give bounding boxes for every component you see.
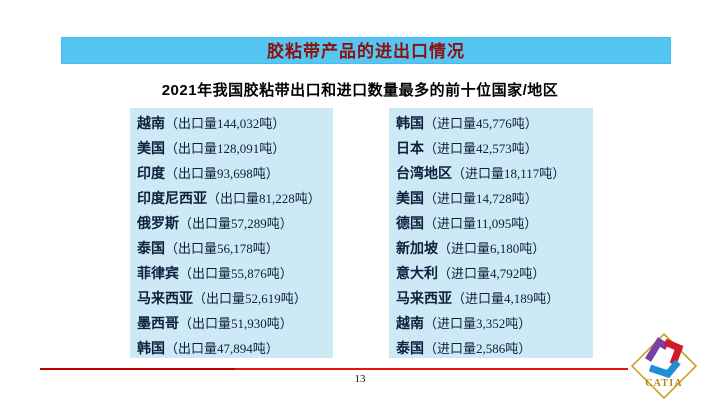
- catia-logo-label: CATIA: [645, 378, 682, 389]
- country-name: 印度尼西亚: [137, 190, 207, 206]
- country-name: 美国: [396, 190, 424, 206]
- country-detail: （出口量47,894吨）: [165, 341, 279, 356]
- country-detail: （进口量4,189吨）: [452, 291, 560, 306]
- list-item: 俄罗斯（出口量57,289吨）: [137, 211, 329, 236]
- list-item: 马来西亚（出口量52,619吨）: [137, 286, 329, 311]
- country-name: 美国: [137, 140, 165, 156]
- country-name: 德国: [396, 215, 424, 231]
- country-name: 马来西亚: [396, 290, 452, 306]
- catia-logo-icon: CATIA: [628, 331, 700, 401]
- country-detail: （进口量3,352吨）: [424, 316, 532, 331]
- country-name: 墨西哥: [137, 315, 179, 331]
- export-list-box: 越南（出口量144,032吨） 美国（出口量128,091吨） 印度（出口量93…: [130, 108, 333, 358]
- country-name: 新加坡: [396, 240, 438, 256]
- country-name: 越南: [396, 315, 424, 331]
- country-detail: （出口量55,876吨）: [179, 266, 293, 281]
- country-name: 俄罗斯: [137, 215, 179, 231]
- country-detail: （出口量56,178吨）: [165, 241, 279, 256]
- list-item: 意大利（进口量4,792吨）: [396, 261, 589, 286]
- list-item: 美国（出口量128,091吨）: [137, 136, 329, 161]
- list-item: 印度尼西亚（出口量81,228吨）: [137, 186, 329, 211]
- country-detail: （进口量42,573吨）: [424, 141, 538, 156]
- list-item: 德国（进口量11,095吨）: [396, 211, 589, 236]
- country-name: 马来西亚: [137, 290, 193, 306]
- page-number: 13: [354, 373, 366, 385]
- import-list-box: 韩国（进口量45,776吨） 日本（进口量42,573吨） 台湾地区（进口量18…: [389, 108, 593, 358]
- list-item: 泰国（进口量2,586吨）: [396, 336, 589, 361]
- list-item: 越南（进口量3,352吨）: [396, 311, 589, 336]
- country-name: 台湾地区: [396, 165, 452, 181]
- country-detail: （进口量14,728吨）: [424, 191, 538, 206]
- footer-divider-line-dark-segment: [40, 368, 235, 370]
- slide-title: 胶粘带产品的进出口情况: [267, 41, 465, 61]
- country-name: 意大利: [396, 265, 438, 281]
- country-name: 韩国: [137, 340, 165, 356]
- list-item: 马来西亚（进口量4,189吨）: [396, 286, 589, 311]
- country-detail: （出口量93,698吨）: [165, 166, 279, 181]
- slide-subtitle: 2021年我国胶粘带出口和进口数量最多的前十位国家/地区: [161, 82, 559, 99]
- country-name: 泰国: [396, 340, 424, 356]
- country-name: 泰国: [137, 240, 165, 256]
- list-item: 墨西哥（出口量51,930吨）: [137, 311, 329, 336]
- list-item: 日本（进口量42,573吨）: [396, 136, 589, 161]
- country-name: 菲律宾: [137, 265, 179, 281]
- country-detail: （出口量128,091吨）: [165, 141, 286, 156]
- country-detail: （出口量144,032吨）: [165, 116, 286, 131]
- country-name: 韩国: [396, 115, 424, 131]
- country-detail: （进口量2,586吨）: [424, 341, 532, 356]
- country-detail: （进口量4,792吨）: [438, 266, 546, 281]
- country-detail: （进口量18,117吨）: [452, 166, 566, 181]
- list-item: 泰国（出口量56,178吨）: [137, 236, 329, 261]
- list-item: 韩国（出口量47,894吨）: [137, 336, 329, 361]
- country-detail: （出口量51,930吨）: [179, 316, 293, 331]
- country-detail: （进口量6,180吨）: [438, 241, 546, 256]
- country-detail: （出口量52,619吨）: [193, 291, 307, 306]
- list-item: 印度（出口量93,698吨）: [137, 161, 329, 186]
- country-detail: （进口量45,776吨）: [424, 116, 538, 131]
- country-name: 越南: [137, 115, 165, 131]
- list-item: 美国（进口量14,728吨）: [396, 186, 589, 211]
- list-item: 越南（出口量144,032吨）: [137, 111, 329, 136]
- country-detail: （出口量57,289吨）: [179, 216, 293, 231]
- country-name: 印度: [137, 165, 165, 181]
- list-item: 台湾地区（进口量18,117吨）: [396, 161, 589, 186]
- list-item: 新加坡（进口量6,180吨）: [396, 236, 589, 261]
- country-name: 日本: [396, 140, 424, 156]
- country-detail: （进口量11,095吨）: [424, 216, 538, 231]
- list-item: 菲律宾（出口量55,876吨）: [137, 261, 329, 286]
- footer-divider-line: [40, 368, 628, 370]
- title-banner: 胶粘带产品的进出口情况: [61, 37, 671, 64]
- country-detail: （出口量81,228吨）: [207, 191, 321, 206]
- list-item: 韩国（进口量45,776吨）: [396, 111, 589, 136]
